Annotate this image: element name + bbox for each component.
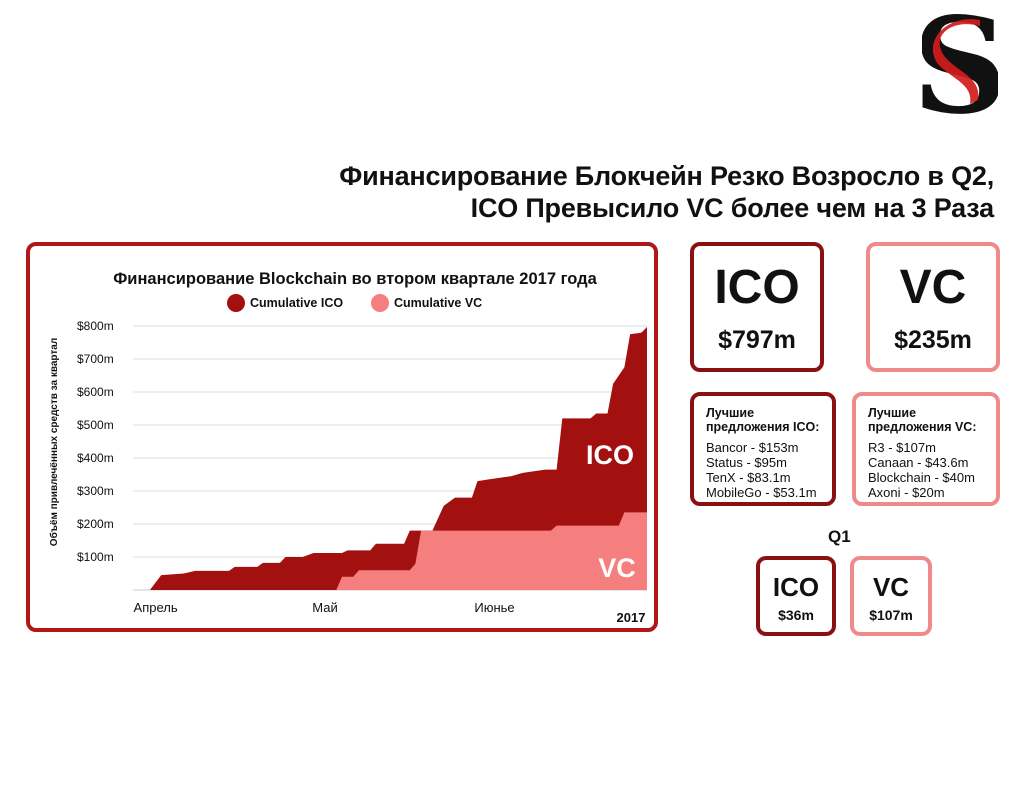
deal-item: Bancor - $153m — [706, 440, 799, 455]
deal-item: R3 - $107m — [868, 440, 936, 455]
summary-ico-value: $797m — [718, 326, 796, 354]
x-tick-label: Май — [312, 600, 337, 615]
top-deals-ico-box: Лучшие предложения ICO: Bancor - $153m S… — [690, 392, 836, 506]
y-tick-label: $400m — [77, 451, 114, 465]
series-area-cumulative-vc — [133, 512, 647, 590]
legend-label: Cumulative VC — [394, 296, 482, 310]
y-tick-label: $200m — [77, 517, 114, 531]
top-deals-vc: Лучшие предложения VC: R3 - $107m Canaan… — [868, 406, 990, 500]
x-axis-ticks: Апрель Май Июнье — [134, 600, 515, 615]
y-axis-label: Объём привлечённых средств за квартал — [48, 338, 60, 546]
y-axis-ticks: $100m $200m $300m $400m $500m $600m $700m $800m — [77, 319, 114, 564]
x-tick-label: Июнье — [474, 600, 514, 615]
y-tick-label: $800m — [77, 319, 114, 333]
legend-swatch — [227, 294, 245, 312]
summary-vc-label: VC — [899, 261, 967, 314]
y-tick-label: $600m — [77, 385, 114, 399]
top-deals-ico-title: Лучшие предложения ICO: — [706, 406, 826, 434]
logo-letter-black: S — [922, 12, 998, 124]
q1-vc-box: VC $107m — [850, 556, 932, 636]
y-tick-label: $100m — [77, 550, 114, 564]
top-deals-vc-box: Лучшие предложения VC: R3 - $107m Canaan… — [852, 392, 1000, 506]
top-deals-ico-title-line-1: Лучшие — [706, 406, 755, 420]
deal-item: Blockchain - $40m — [868, 470, 975, 485]
headline: Финансирование Блокчейн Резко Возросло в… — [339, 160, 994, 224]
legend-item: Cumulative ICO — [227, 294, 343, 312]
headline-line-2: ICO Превысило VC более чем на 3 Раза — [470, 193, 995, 223]
q1-ico-value: $36m — [778, 607, 814, 623]
top-deals-vc-title-line-1: Лучшие — [868, 406, 917, 420]
logo: S — [922, 12, 998, 124]
headline-line-1: Финансирование Блокчейн Резко Возросло в… — [339, 161, 994, 191]
legend-item: Cumulative VC — [371, 294, 482, 312]
series-area-cumulative-ico — [133, 327, 647, 590]
year-label: 2017 — [617, 610, 646, 625]
top-deals-vc-title-line-2: предложения VC: — [868, 420, 977, 434]
top-deals-ico-title-line-2: предложения ICO: — [706, 420, 820, 434]
top-deals-vc-title: Лучшие предложения VC: — [868, 406, 990, 434]
summary-vc-value: $235m — [894, 326, 972, 354]
deal-item: Canaan - $43.6m — [868, 455, 969, 470]
chart: Финансирование Blockchain во втором квар… — [48, 270, 647, 625]
deal-item: Axoni - $20m — [868, 485, 945, 500]
legend-label: Cumulative ICO — [250, 296, 343, 310]
q1-vc-value: $107m — [869, 607, 913, 623]
deal-item: Status - $95m — [706, 455, 787, 470]
area-label-ico: ICO — [586, 440, 634, 470]
q1-vc-label: VC — [872, 572, 910, 602]
top-deals-ico: Лучшие предложения ICO: Bancor - $153m S… — [706, 406, 826, 500]
deal-item: MobileGo - $53.1m — [706, 485, 817, 500]
q1-ico-box: ICO $36m — [756, 556, 836, 636]
summary-ico-label: ICO — [714, 261, 800, 314]
legend-swatch — [371, 294, 389, 312]
summary-ico-box: ICO $797m — [690, 242, 824, 372]
summary-vc-box: VC $235m — [866, 242, 1000, 372]
y-tick-label: $300m — [77, 484, 114, 498]
y-tick-label: $700m — [77, 352, 114, 366]
y-tick-label: $500m — [77, 418, 114, 432]
chart-panel: Финансирование Blockchain во втором квар… — [26, 242, 658, 632]
logo-red-stroke — [932, 19, 980, 104]
q1-label: Q1 — [828, 527, 851, 546]
area-label-vc: VC — [598, 553, 636, 583]
q1-ico-label: ICO — [772, 572, 820, 602]
chart-legend: Cumulative ICO Cumulative VC — [227, 294, 482, 312]
x-tick-label: Апрель — [134, 600, 178, 615]
chart-title: Финансирование Blockchain во втором квар… — [113, 270, 597, 288]
chart-areas — [133, 327, 647, 590]
deal-item: TenX - $83.1m — [706, 470, 791, 485]
